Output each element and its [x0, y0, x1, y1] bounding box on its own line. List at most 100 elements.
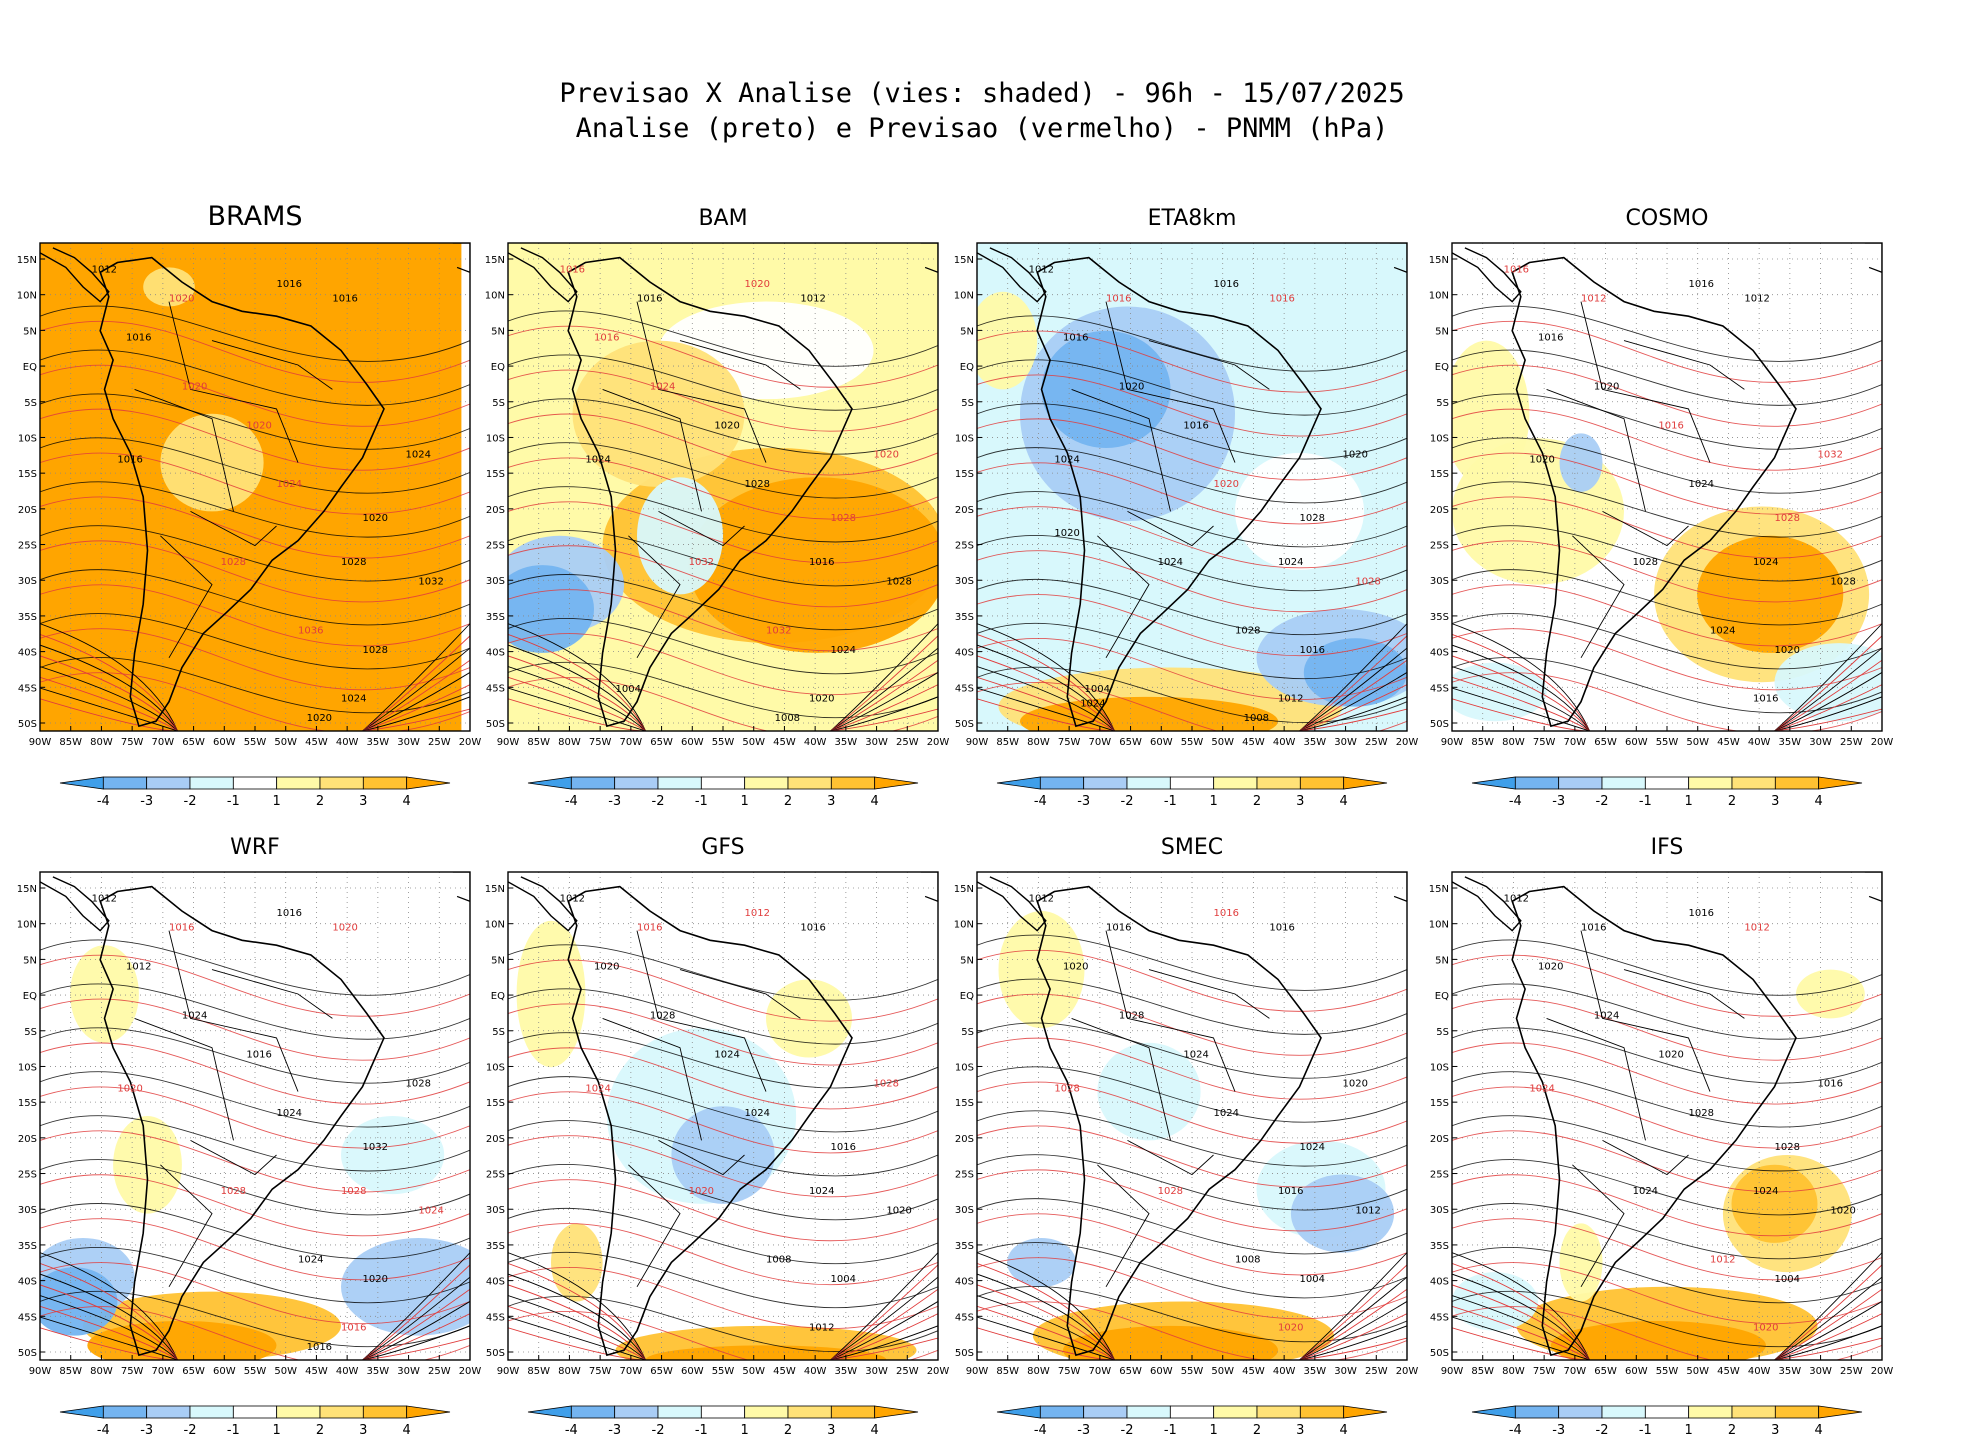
colorbar: -4 -3 -2 -1 1 2 3 4 [1471, 1405, 1863, 1436]
lon-tick-label: 70W [152, 737, 175, 748]
southern-isobar [1452, 1284, 1590, 1360]
forecast-isobar [508, 1091, 938, 1154]
contour-label: 1028 [874, 1079, 899, 1090]
colorbar-label: -4 [1509, 1423, 1522, 1436]
lon-tick-label: 55W [1181, 737, 1204, 748]
forecast-isobar [1452, 1262, 1882, 1325]
lon-tick-label: 55W [244, 1366, 267, 1377]
south-atlantic-isobar [1774, 684, 1882, 731]
analysis-isobar [40, 1159, 470, 1216]
lon-tick-label: 20W [927, 1366, 950, 1377]
south-atlantic-isobar [1299, 672, 1407, 731]
colorbar-swatch [830, 1405, 876, 1419]
forecast-isobar [508, 545, 938, 608]
contour-label: 1032 [418, 577, 443, 588]
panel-title: BAM [698, 206, 747, 231]
contour-label: 1024 [1710, 625, 1735, 636]
colorbar-swatch [1039, 776, 1085, 790]
lon-tick-label: 65W [1594, 1366, 1617, 1377]
contour-label: 1024 [809, 1186, 834, 1197]
southern-isobar [40, 1305, 178, 1360]
lon-tick-label: 25W [1365, 737, 1388, 748]
lat-tick-label: 15N [17, 884, 37, 895]
country-border [636, 930, 767, 1092]
colorbar-label: 4 [871, 1423, 879, 1436]
south-atlantic-isobar [362, 1264, 470, 1360]
contour-label: 1032 [363, 1142, 388, 1153]
south-atlantic-isobar [1774, 1337, 1882, 1360]
south-atlantic-isobar [362, 1288, 470, 1360]
contour-label: 1020 [1054, 528, 1079, 539]
country-border [628, 535, 681, 659]
lon-tick-label: 60W [1150, 1366, 1173, 1377]
south-atlantic-isobar [1299, 635, 1407, 731]
forecast-isobar [40, 1174, 470, 1237]
lat-tick-label: 5N [23, 955, 37, 966]
lon-tick-label: 20W [1871, 737, 1894, 748]
contour-label: 1028 [341, 557, 366, 568]
title-line-2: Analise (preto) e Previsao (vermelho) - … [575, 113, 1389, 144]
colorbar-label: 3 [1296, 794, 1304, 809]
lon-tick-label: 40W [1273, 1366, 1296, 1377]
southern-isobar [1452, 1295, 1590, 1360]
contour-label: 1008 [1244, 713, 1269, 724]
colorbar-label: 4 [1340, 794, 1348, 809]
analysis-isobar [1452, 1159, 1882, 1216]
south-atlantic-isobar [1774, 708, 1882, 731]
colorbar-swatch [1343, 1405, 1388, 1419]
colorbar-swatch [319, 1405, 364, 1419]
bias-region [1097, 1042, 1201, 1141]
lon-tick-label: 35W [367, 1366, 390, 1377]
colorbar-label: 3 [827, 1423, 835, 1436]
forecast-isobar [977, 374, 1407, 437]
map-area: 1012 1016 1016 1016 1020 1024 1028 1028 1024 1028… [977, 872, 1407, 1360]
colorbar-swatch [1299, 776, 1345, 790]
contour-label: 1028 [221, 557, 246, 568]
lon-tick-label: 90W [966, 1366, 989, 1377]
lon-tick-label: 55W [712, 737, 735, 748]
lon-tick-label: 45W [773, 1366, 796, 1377]
colorbar-swatch [146, 776, 191, 790]
lon-tick-label: 75W [589, 1366, 612, 1377]
southern-isobar [40, 644, 178, 731]
lat-tick-label: 10S [1430, 1062, 1449, 1073]
central-america-coastline [508, 876, 578, 932]
country-border [1127, 1140, 1214, 1176]
colorbar-swatch [1774, 1405, 1820, 1419]
lat-tick-label: 10S [486, 1062, 505, 1073]
south-atlantic-isobar [830, 1252, 938, 1360]
lat-tick-label: 45S [18, 683, 37, 694]
colorbar-label: 2 [1728, 794, 1736, 809]
lat-tick-label: 40S [955, 1277, 974, 1288]
lat-tick-label: 50S [1430, 719, 1449, 730]
analysis-isobar [977, 1154, 1407, 1211]
contour-label: 1024 [1633, 1186, 1658, 1197]
analysis-isobar [977, 1286, 1407, 1343]
forecast-isobar [1452, 1042, 1882, 1105]
analysis-isobar [977, 315, 1407, 372]
southern-isobar [1452, 623, 1591, 731]
contour-label: 1024 [277, 1108, 302, 1119]
colorbar-swatch [406, 1405, 451, 1419]
forecast-isobar [40, 584, 470, 647]
colorbar-swatch [614, 1405, 659, 1419]
southern-isobar [508, 644, 646, 731]
colorbar-swatch [319, 776, 364, 790]
country-border [1623, 340, 1745, 390]
analysis-isobar [1452, 305, 1882, 362]
lat-tick-label: 15N [485, 884, 505, 895]
analysis-isobar [977, 934, 1407, 991]
forecast-isobar [508, 1179, 938, 1242]
lon-tick-label: 40W [1273, 737, 1296, 748]
lat-tick-label: 5S [961, 1027, 974, 1038]
forecast-isobar [1452, 1218, 1882, 1281]
lat-tick-label: 35S [955, 612, 974, 623]
forecast-isobar [40, 540, 470, 603]
colorbar-swatch [830, 776, 876, 790]
country-border [1097, 1164, 1150, 1288]
contour-label: 1028 [1235, 625, 1260, 636]
lon-tick-label: 85W [59, 737, 82, 748]
contour-label: 1016 [809, 557, 834, 568]
analysis-isobar [508, 1251, 938, 1309]
contour-label: 1004 [1775, 1274, 1800, 1285]
